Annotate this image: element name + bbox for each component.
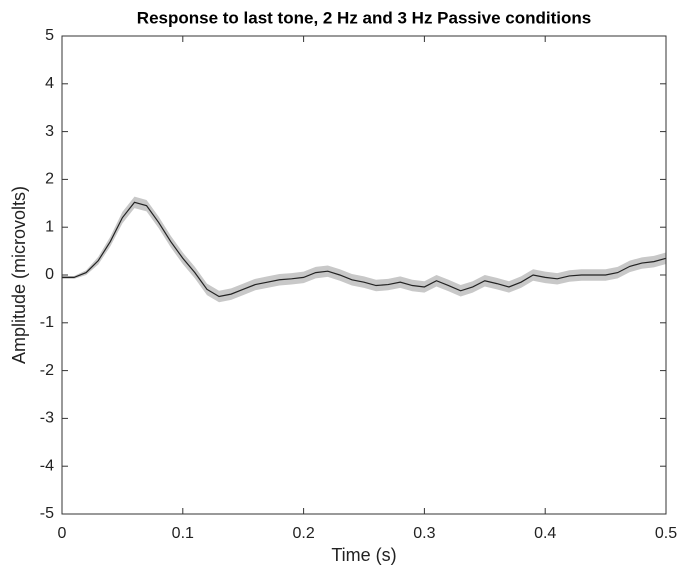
x-tick-label: 0.1	[172, 525, 194, 542]
y-tick-label: 1	[45, 218, 54, 235]
x-tick-label: 0.2	[292, 525, 314, 542]
x-tick-label: 0.3	[413, 525, 435, 542]
y-axis-label: Amplitude (microvolts)	[9, 186, 29, 364]
y-tick-label: 0	[45, 266, 54, 283]
y-tick-label: 5	[45, 27, 54, 44]
y-tick-label: 3	[45, 123, 54, 140]
y-tick-label: -4	[40, 457, 54, 474]
error-band	[62, 196, 666, 303]
x-axis-label: Time (s)	[331, 545, 396, 565]
mean-line	[62, 201, 667, 298]
y-tick-label: -5	[40, 505, 54, 522]
x-tick-label: 0.5	[655, 525, 677, 542]
x-tick-label: 0.4	[534, 525, 556, 542]
chart-title: Response to last tone, 2 Hz and 3 Hz Pas…	[137, 8, 591, 27]
y-tick-label: 4	[45, 75, 54, 92]
plot-frame	[61, 35, 667, 515]
x-tick-label: 0	[58, 525, 67, 542]
y-tick-label: 2	[45, 171, 54, 188]
y-tick-label: -2	[40, 362, 54, 379]
y-tick-label: -3	[40, 410, 54, 427]
y-tick-label: -1	[40, 314, 54, 331]
